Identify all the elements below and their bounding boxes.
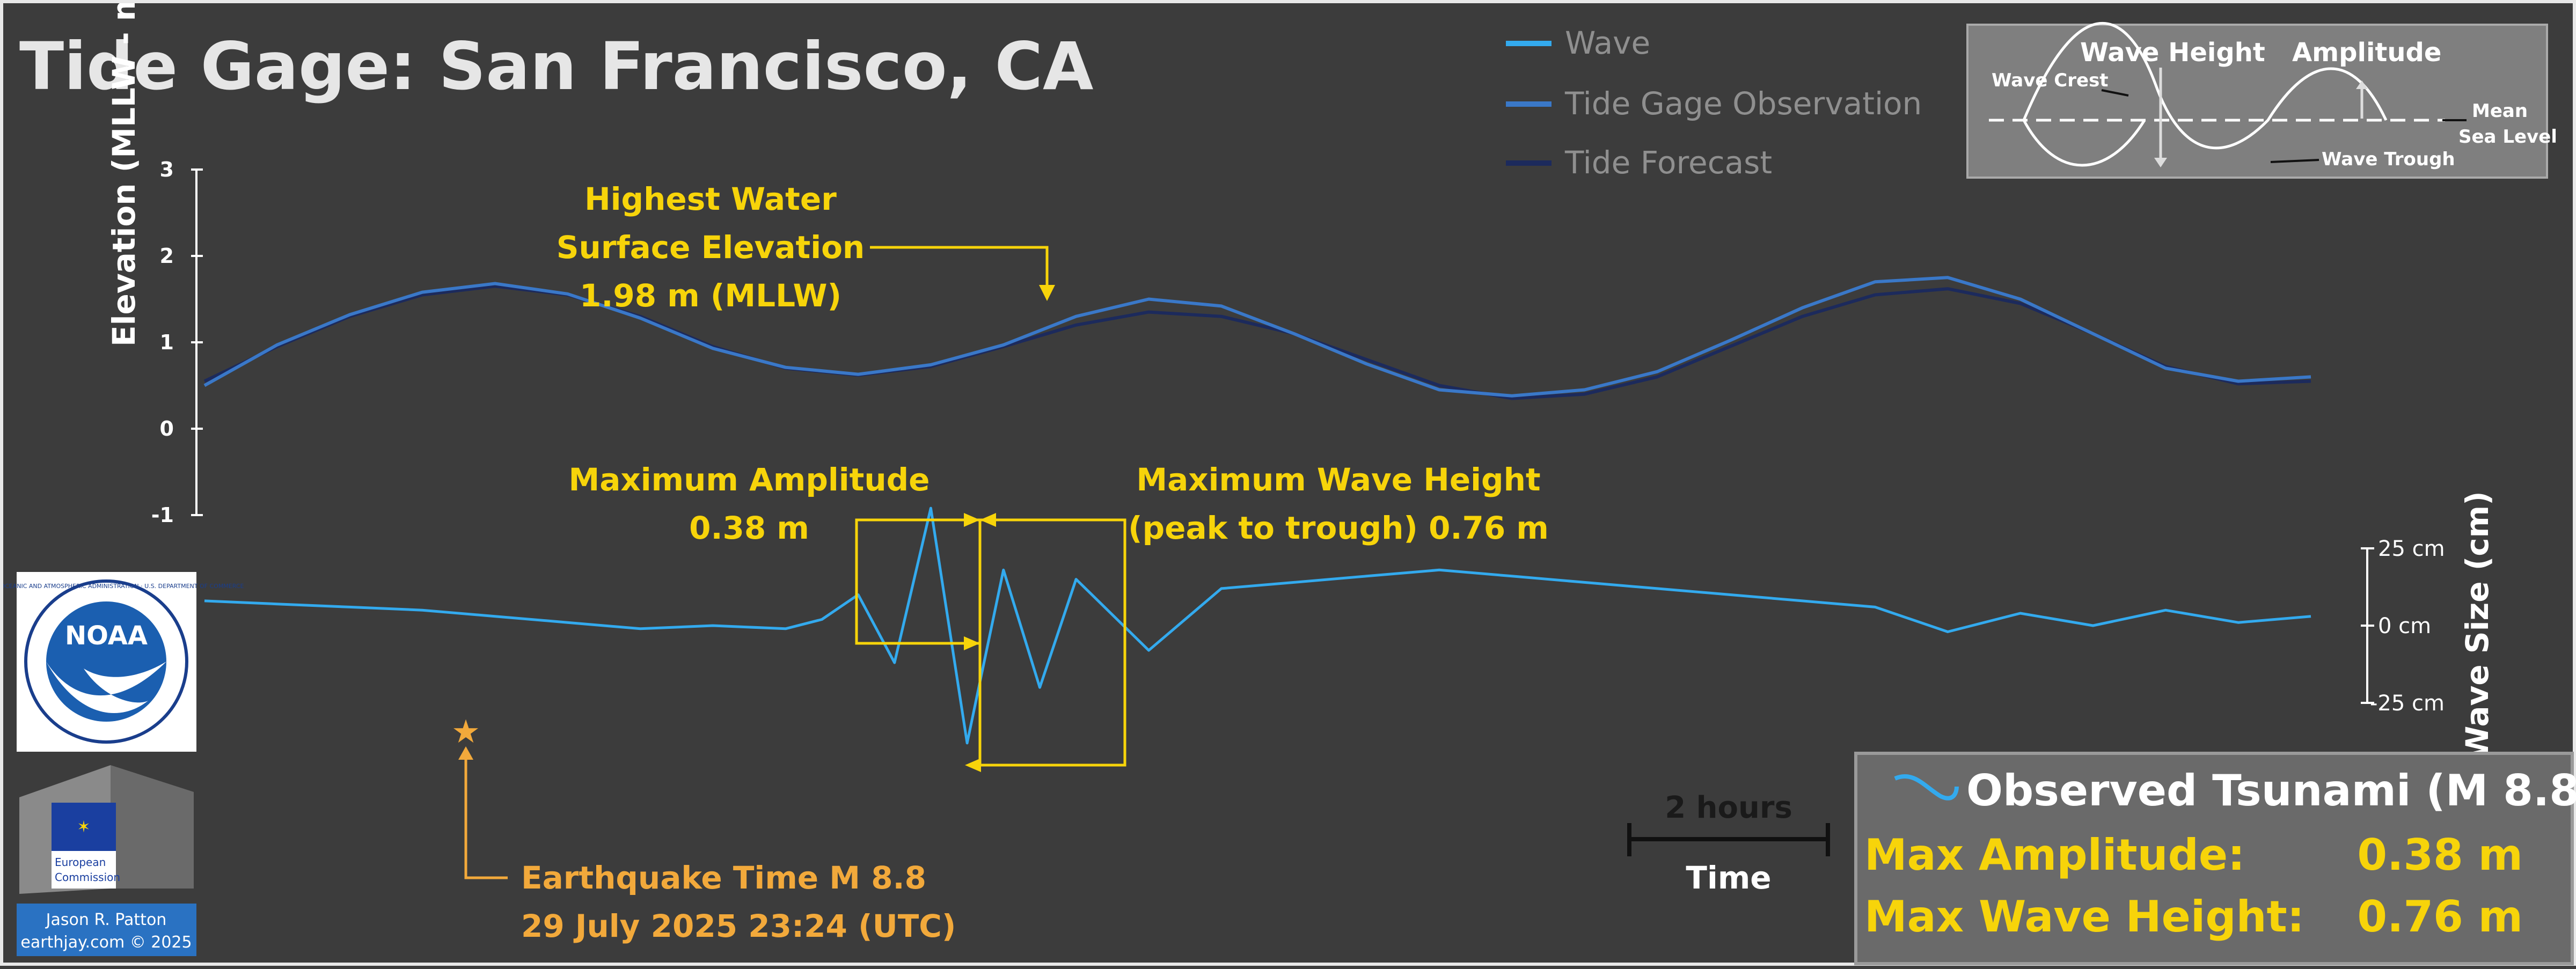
- wave-tick-label: 25 cm: [2378, 537, 2445, 561]
- stats-panel: [1854, 752, 2574, 965]
- max-height-line1: Maximum Wave Height: [1136, 461, 1540, 498]
- credit-box: Jason R. Patton earthjay.com © 2025: [17, 904, 196, 956]
- elevation-tick-label: 0: [160, 417, 174, 441]
- inset-wave-trough: [2022, 119, 2146, 167]
- eu-text-bg: [52, 851, 116, 889]
- stats-max-height-value: 0.76 m: [2357, 892, 2523, 942]
- stats-max-height-label: Max Wave Height:: [1864, 892, 2304, 942]
- inset-wave-trough-label: Wave Trough: [2322, 149, 2455, 170]
- stats-wave-icon: [1894, 774, 1959, 801]
- eu-logo: ✶ European Commission: [17, 765, 196, 902]
- noaa-logo: NOAA NATIONAL OCEANIC AND ATMOSPHERIC AD…: [3, 572, 244, 752]
- earthquake-arrowhead: [458, 746, 473, 760]
- inset-wave-height: Wave Height: [2080, 38, 2265, 68]
- stats-max-amp-value: 0.38 m: [2357, 830, 2523, 880]
- highest-water-line3: 1.98 m (MLLW): [580, 277, 841, 314]
- credit-line1: Jason R. Patton: [45, 911, 167, 929]
- earthquake-annotation: ★ Earthquake Time M 8.8 29 July 2025 23:…: [451, 713, 956, 944]
- highest-water-annotation: Highest Water Surface Elevation 1.98 m (…: [557, 181, 1055, 314]
- series-line-tide-gage-observation: [203, 276, 2311, 398]
- wave-tick-label: 0 cm: [2378, 614, 2431, 638]
- elevation-tick-label: 3: [160, 158, 174, 181]
- inset-wave-crest: Wave Crest: [1992, 70, 2109, 91]
- noaa-bird-icon: [46, 662, 166, 713]
- inset-amplitude: Amplitude: [2292, 38, 2441, 68]
- wave-terms-inset: Wave Height Amplitude Wave Crest Wave Tr…: [1966, 22, 2557, 179]
- elevation-axis: Elevation (MLLW - m) 3 2 1 0 -1: [106, 3, 203, 527]
- inset-height-arrowhead: [2154, 158, 2167, 167]
- inset-box: [1966, 24, 2548, 179]
- max-amp-line2: 0.38 m: [689, 510, 809, 546]
- max-amp-mid-arrowhead: [964, 636, 980, 650]
- elevation-tick-label: 2: [160, 244, 174, 268]
- stats-max-amp-label: Max Amplitude:: [1864, 830, 2245, 880]
- earthquake-pointer: [464, 754, 508, 879]
- elevation-tick-label: 1: [160, 331, 174, 354]
- inset-mean: Mean: [2472, 100, 2528, 122]
- max-amp-top-arrowhead: [964, 513, 980, 527]
- legend-label-observation: Tide Gage Observation: [1564, 85, 1922, 122]
- highest-water-pointer: [870, 246, 1049, 288]
- legend-label-forecast: Tide Forecast: [1564, 144, 1772, 181]
- wave-axis-label: Wave Size (cm): [2459, 491, 2496, 760]
- highest-water-arrowhead: [1039, 285, 1055, 301]
- elevation-tick-label: -1: [151, 503, 174, 527]
- time-axis-label: Time: [1686, 860, 1771, 896]
- max-amplitude-annotation: Maximum Amplitude 0.38 m: [569, 461, 982, 650]
- wave-tick-label: -25 cm: [2370, 691, 2445, 716]
- inset-wave: [2022, 22, 2388, 150]
- max-height-line2: (peak to trough) 0.76 m: [1128, 510, 1549, 546]
- figure-title: Tide Gage: San Francisco, CA: [19, 28, 1093, 105]
- series-line-wave: [204, 506, 2311, 745]
- stats-title: Observed Tsunami (M 8.8): [1966, 766, 2576, 816]
- legend: Wave Tide Gage Observation Tide Forecast: [1506, 25, 1922, 181]
- credit-bg: [17, 904, 196, 956]
- elevation-axis-label: Elevation (MLLW - m): [106, 3, 142, 347]
- max-height-bottom-arrowhead: [965, 758, 981, 772]
- noaa-ring-text: NATIONAL OCEANIC AND ATMOSPHERIC ADMINIS…: [3, 583, 244, 590]
- inset-amp-arrowhead: [2356, 80, 2368, 89]
- eu-building-right: [111, 765, 194, 889]
- max-amp-line1: Maximum Amplitude: [569, 461, 930, 498]
- noaa-text: NOAA: [65, 621, 148, 651]
- highest-water-line1: Highest Water: [584, 181, 837, 217]
- inset-trough-pointer: [2270, 159, 2319, 163]
- series-layer: [203, 276, 2311, 745]
- scale-bar-label: 2 hours: [1665, 790, 1792, 825]
- max-height-top-arrowhead: [980, 513, 996, 527]
- inset-sea-level: Sea Level: [2458, 126, 2557, 148]
- wave-axis: 25 cm 0 cm -25 cm Wave Size (cm): [2361, 491, 2496, 760]
- eu-stars-icon: ✶: [77, 818, 90, 836]
- earthquake-line1: Earthquake Time M 8.8: [521, 860, 926, 896]
- eu-flag: [52, 803, 116, 851]
- eu-text-line2: Commission: [55, 871, 120, 884]
- earthquake-star-icon: ★: [451, 713, 480, 751]
- series-line-tide-forecast: [203, 284, 2311, 400]
- tsunami-figure: Tide Gage: San Francisco, CA Wave Tide G…: [3, 3, 2576, 965]
- time-scale-bar: 2 hours Time: [1627, 790, 1830, 896]
- credit-line2: earthjay.com © 2025: [20, 933, 192, 952]
- legend-label-wave: Wave: [1565, 25, 1650, 61]
- eu-text-line1: European: [55, 856, 106, 869]
- stats-box: Observed Tsunami (M 8.8) Max Amplitude: …: [1854, 752, 2576, 965]
- inset-crest-pointer: [2101, 89, 2129, 97]
- max-height-annotation: Maximum Wave Height (peak to trough) 0.7…: [965, 461, 1549, 772]
- max-height-box: [978, 518, 1126, 767]
- earthquake-line2: 29 July 2025 23:24 (UTC): [521, 908, 956, 944]
- highest-water-line2: Surface Elevation: [557, 229, 865, 266]
